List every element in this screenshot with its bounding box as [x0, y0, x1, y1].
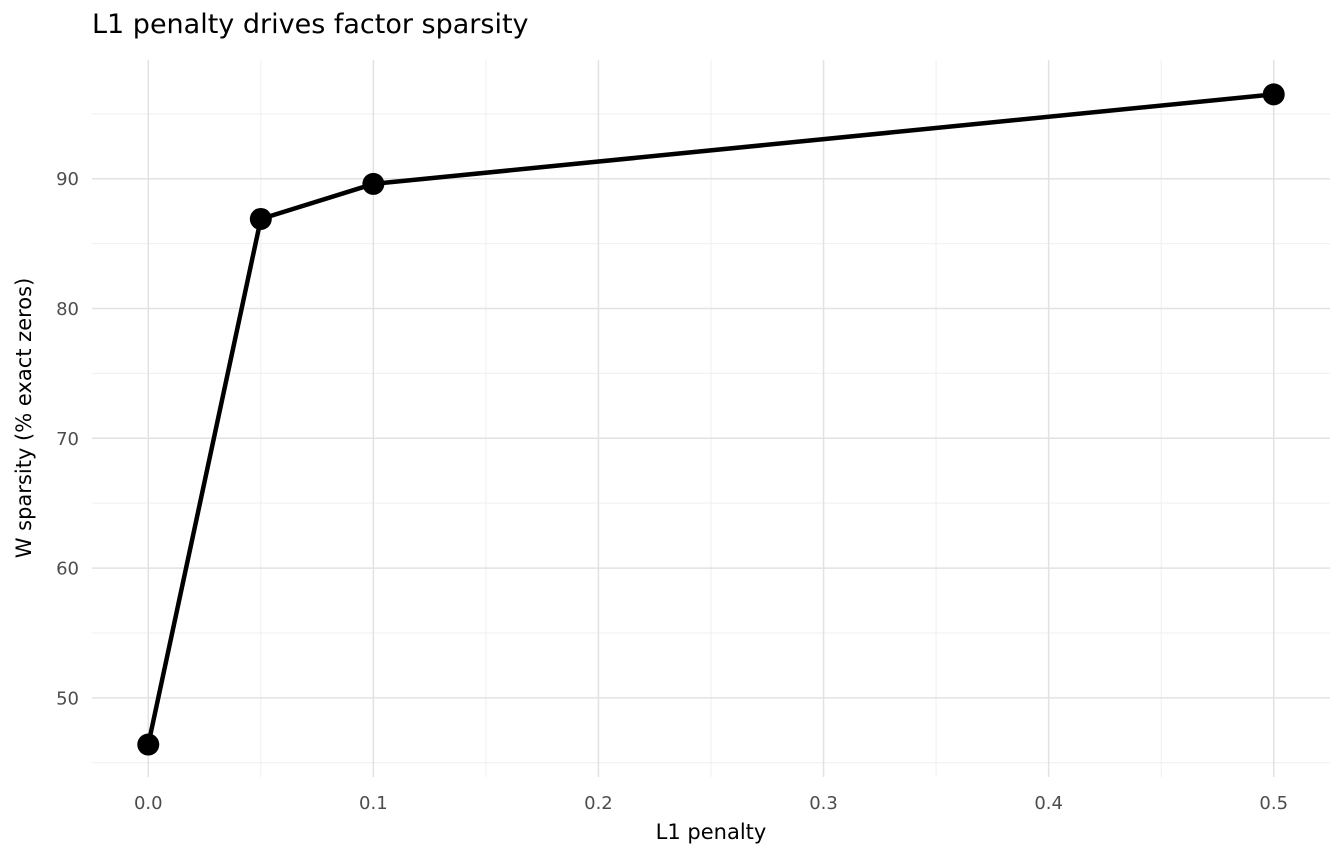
y-tick-label: 90 — [56, 169, 79, 190]
data-point — [249, 207, 272, 230]
y-tick-label: 70 — [56, 429, 79, 450]
x-tick-label: 0.2 — [584, 793, 613, 814]
data-point — [362, 172, 385, 195]
x-tick-label: 0.0 — [134, 793, 163, 814]
y-tick-label: 60 — [56, 559, 79, 580]
data-point — [137, 733, 160, 756]
y-tick-label: 80 — [56, 299, 79, 320]
x-tick-label: 0.5 — [1259, 793, 1288, 814]
x-axis-title: L1 penalty — [655, 820, 767, 844]
x-tick-label: 0.3 — [809, 793, 838, 814]
y-tick-label: 50 — [56, 688, 79, 709]
data-point — [1262, 83, 1285, 106]
chart-title: L1 penalty drives factor sparsity — [92, 9, 529, 40]
data-line — [146, 92, 1276, 747]
x-tick-label: 0.4 — [1034, 793, 1063, 814]
x-tick-label: 0.1 — [359, 793, 388, 814]
